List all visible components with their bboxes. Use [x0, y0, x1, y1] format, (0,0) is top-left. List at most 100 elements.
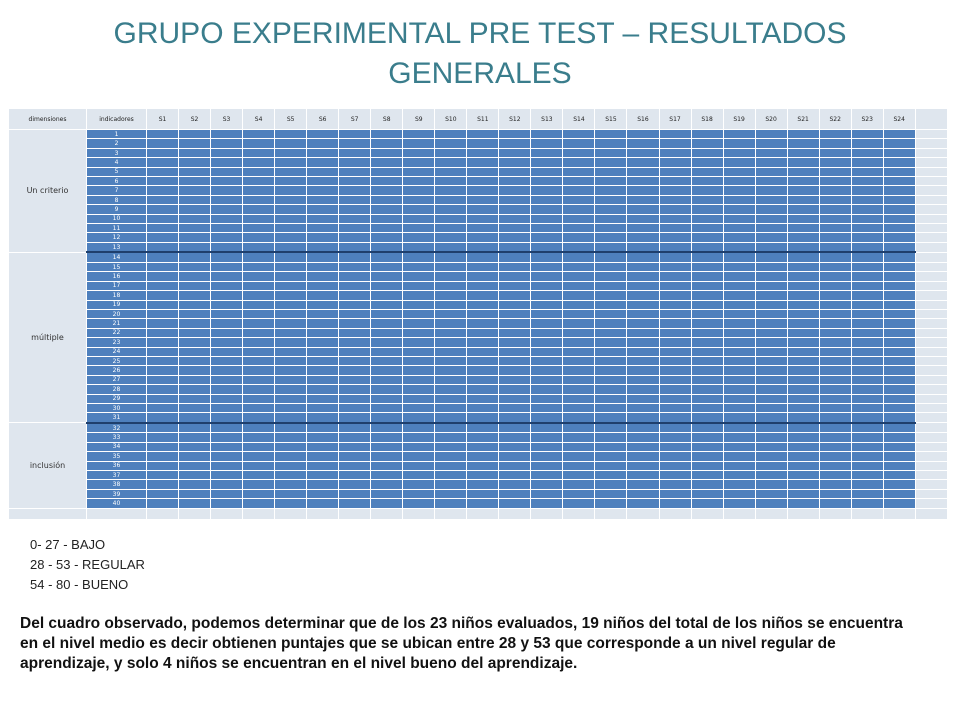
score-cell — [786, 194, 820, 206]
score-cell — [498, 337, 532, 348]
row-total-cell — [914, 384, 949, 395]
score-cell — [626, 327, 660, 339]
table-row: 22 — [9, 327, 949, 339]
score-cell — [498, 204, 532, 215]
score-cell — [882, 412, 916, 424]
score-cell — [786, 402, 820, 414]
score-cell — [402, 138, 436, 149]
score-cell — [402, 241, 436, 253]
score-cell — [690, 241, 724, 253]
score-cell — [434, 176, 468, 187]
score-cell — [145, 308, 180, 320]
score-cell — [594, 138, 628, 149]
score-cell — [818, 432, 852, 443]
score-cell — [594, 488, 628, 500]
score-cell — [786, 157, 820, 168]
score-cell — [466, 128, 500, 140]
score-cell — [498, 128, 532, 140]
column-total-cell — [434, 508, 468, 520]
score-cell — [210, 204, 244, 215]
score-cell — [338, 460, 372, 472]
score-cell — [530, 337, 564, 348]
score-cell — [242, 204, 276, 215]
score-cell — [274, 441, 308, 453]
score-cell — [690, 451, 724, 462]
score-cell — [306, 204, 340, 215]
score-cell — [210, 138, 244, 149]
score-cell — [402, 280, 436, 292]
column-total-cell — [498, 508, 532, 520]
score-cell — [530, 460, 564, 472]
row-total-cell — [914, 138, 949, 149]
score-cell — [882, 327, 916, 339]
score-cell — [434, 498, 468, 509]
score-cell — [786, 213, 820, 225]
score-cell — [594, 402, 628, 414]
score-cell — [242, 157, 276, 168]
score-cell — [306, 421, 340, 434]
score-cell — [370, 271, 404, 282]
score-cell — [402, 460, 436, 472]
score-cell — [658, 308, 692, 320]
score-cell — [402, 204, 436, 215]
score-cell — [242, 166, 276, 178]
score-cell — [466, 393, 500, 404]
score-cell — [850, 128, 884, 140]
score-cell — [178, 157, 212, 168]
score-cell — [145, 432, 180, 443]
score-cell — [626, 241, 660, 253]
score-cell — [402, 271, 436, 282]
score-cell — [274, 194, 308, 206]
score-cell — [658, 337, 692, 348]
score-cell — [274, 271, 308, 282]
score-cell — [754, 157, 788, 168]
score-cell — [210, 479, 244, 490]
score-cell — [818, 384, 852, 395]
row-total-cell — [914, 355, 949, 367]
score-cell — [658, 384, 692, 395]
row-number: 23 — [86, 337, 147, 348]
score-cell — [402, 498, 436, 509]
score-cell — [466, 176, 500, 187]
score-cell — [210, 185, 244, 196]
score-cell — [242, 271, 276, 282]
score-cell — [145, 488, 180, 500]
score-cell — [338, 213, 372, 225]
score-cell — [722, 280, 756, 292]
score-cell — [178, 421, 212, 434]
score-cell — [178, 147, 212, 159]
score-cell — [882, 365, 916, 376]
score-cell — [402, 308, 436, 320]
score-cell — [274, 308, 308, 320]
score-cell — [466, 280, 500, 292]
score-cell — [530, 194, 564, 206]
table-row: 28 — [9, 384, 949, 395]
score-cell — [274, 223, 308, 234]
table-row: múltiple 14 — [8, 251, 949, 424]
score-cell — [498, 451, 532, 462]
score-cell — [562, 280, 596, 292]
score-cell — [242, 402, 276, 414]
score-cell — [338, 412, 372, 424]
column-total-cell — [306, 508, 340, 520]
score-cell — [370, 166, 404, 178]
score-cell — [754, 241, 788, 253]
score-cell — [306, 441, 340, 453]
row-total-cell — [914, 374, 949, 386]
score-cell — [818, 223, 852, 234]
score-cell — [786, 412, 820, 424]
score-cell — [338, 479, 372, 490]
score-cell — [754, 213, 788, 225]
score-cell — [466, 147, 500, 159]
score-cell — [562, 479, 596, 490]
table-row: 19 — [9, 299, 949, 310]
score-cell — [690, 384, 724, 395]
score-cell — [210, 441, 244, 453]
score-cell — [722, 346, 756, 357]
score-cell — [434, 451, 468, 462]
score-cell — [370, 138, 404, 149]
score-cell — [338, 365, 372, 376]
score-cell — [818, 355, 852, 367]
score-cell — [178, 185, 212, 196]
score-cell — [274, 147, 308, 159]
